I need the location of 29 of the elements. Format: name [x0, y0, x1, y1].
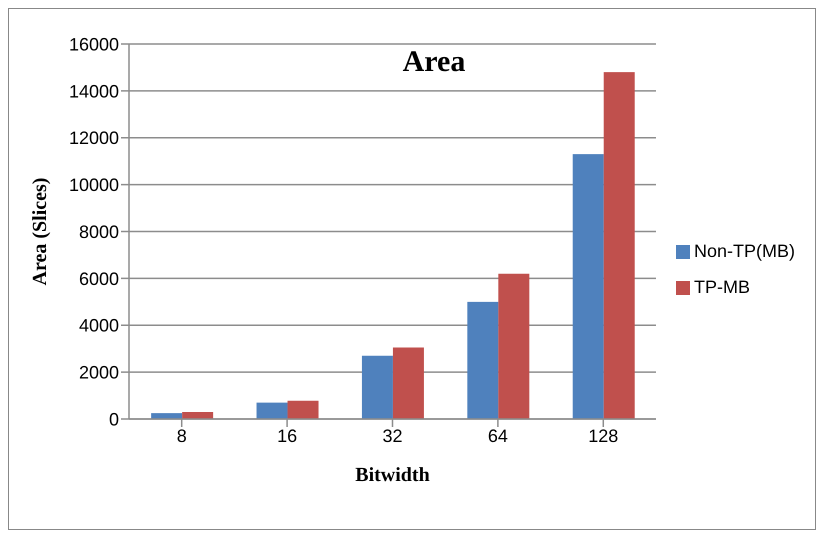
x-tick-label: 16 [277, 426, 298, 446]
y-axis-title: Area (Slices) [29, 178, 52, 286]
x-tick-label: 32 [382, 426, 403, 446]
x-tick-label: 128 [588, 426, 618, 446]
x-tick-label: 64 [488, 426, 508, 446]
bar [288, 400, 319, 419]
bar [467, 302, 498, 419]
bar [572, 154, 604, 419]
bar [256, 402, 288, 419]
x-axis-title: Bitwidth [355, 464, 430, 486]
x-tick-label: 8 [176, 426, 187, 446]
legend-label: Non-TP(MB) [694, 241, 795, 261]
y-tick-label: 12000 [68, 128, 119, 148]
chart-title: Area [402, 45, 466, 79]
bar [182, 412, 214, 419]
y-tick-label: 8000 [78, 222, 119, 242]
y-tick-label: 6000 [78, 268, 119, 289]
bar [392, 348, 424, 419]
bar [498, 274, 530, 419]
y-tick-label: 0 [108, 409, 119, 430]
y-tick-label: 14000 [68, 81, 119, 102]
y-tick-label: 2000 [78, 362, 119, 383]
bar [151, 413, 182, 419]
legend-label: TP-MB [694, 277, 750, 297]
bar [362, 356, 393, 419]
y-tick-label: 16000 [68, 34, 119, 54]
bar [604, 72, 635, 419]
y-tick-label: 4000 [78, 316, 119, 336]
y-tick-label: 10000 [68, 175, 119, 196]
